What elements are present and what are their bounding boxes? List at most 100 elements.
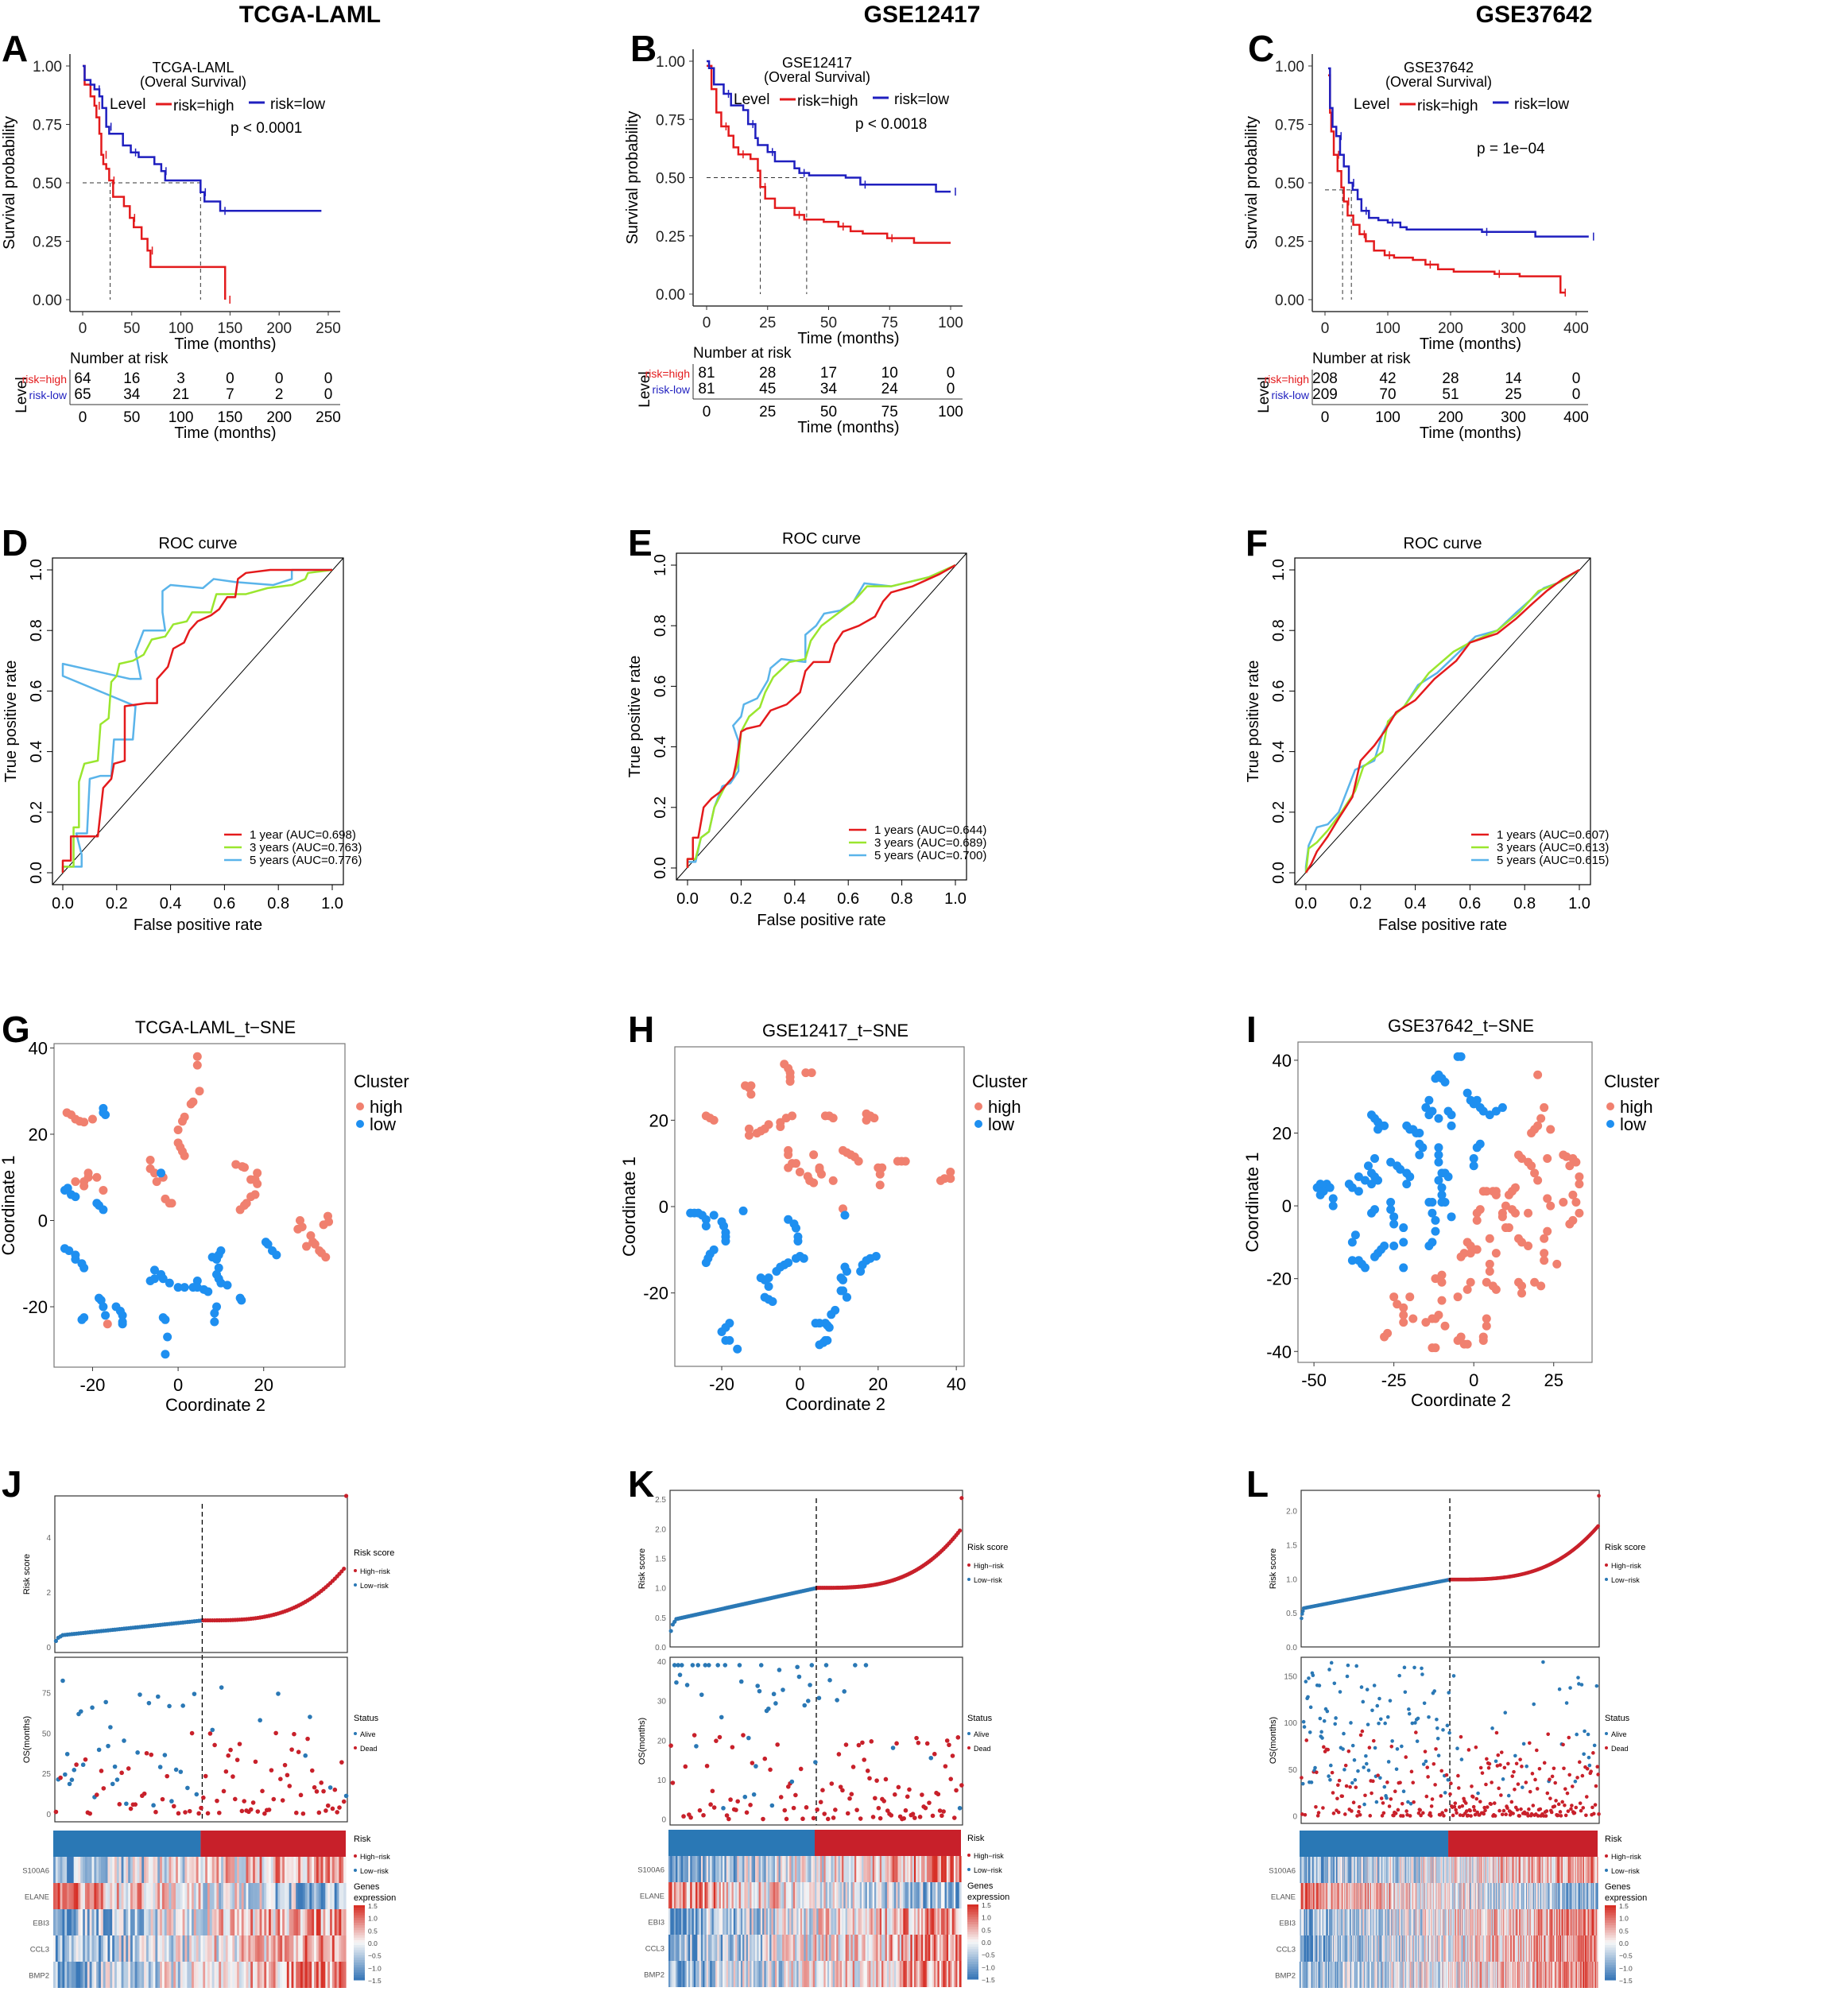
heatmap-cell: [1539, 1883, 1540, 1909]
heatmap-cell: [182, 1883, 186, 1909]
heatmap-cell: [248, 1883, 251, 1909]
risk-table-ylabel: Level: [637, 371, 653, 407]
heatmap-cell: [1452, 1883, 1454, 1909]
x-tick-label: -25: [1381, 1370, 1407, 1390]
heatmap-cell: [676, 1935, 678, 1961]
heatmap-cell: [80, 1935, 83, 1962]
tsne-point-high: [1399, 1303, 1408, 1312]
heatmap-cell: [1536, 1857, 1538, 1883]
heatmap-cell: [707, 1908, 711, 1935]
colorbar-segment: [354, 1935, 365, 1939]
heatmap-cell: [780, 1882, 783, 1908]
heatmap-cell: [735, 1856, 738, 1882]
heatmap-cell: [951, 1961, 955, 1987]
heatmap-cell: [1434, 1909, 1435, 1935]
column-title-tcga: TCGA-LAML: [238, 2, 382, 28]
status-point-dead: [735, 1799, 740, 1804]
heatmap-cell: [773, 1935, 776, 1961]
roc-curve-5-years: [61, 568, 332, 873]
y-tick-label: 0.4: [652, 736, 669, 758]
heatmap-cell: [1466, 1883, 1468, 1909]
heatmap-cell: [791, 1908, 794, 1935]
heatmap-cell: [1521, 1857, 1523, 1883]
heatmap-cell: [737, 1961, 740, 1987]
heatmap-cell: [1402, 1857, 1404, 1883]
heatmap-cell: [248, 1962, 251, 1988]
heatmap-cell: [1542, 1883, 1544, 1909]
y-tick-label: -20: [22, 1297, 48, 1317]
heatmap-cell: [160, 1909, 163, 1935]
tsne-point-high: [1540, 1234, 1549, 1243]
status-point-dead: [1563, 1787, 1567, 1791]
status-point-dead: [1469, 1814, 1473, 1818]
status-point-dead: [1483, 1808, 1487, 1813]
heatmap-cell: [331, 1883, 335, 1909]
heatmap-cell: [765, 1961, 769, 1987]
status-point-dead: [1544, 1814, 1548, 1818]
heatmap-cell: [1506, 1857, 1509, 1883]
heatmap-cell: [1490, 1857, 1492, 1883]
heatmap-cell: [787, 1935, 790, 1961]
tsne-point-low: [203, 1287, 213, 1296]
heatmap-cell: [1390, 1909, 1392, 1935]
status-point-dead: [1449, 1781, 1453, 1786]
heatmap-cell: [1531, 1857, 1532, 1883]
status-point-dead: [1535, 1787, 1540, 1791]
status-point-dead: [341, 1799, 347, 1804]
status-point-dead: [1544, 1809, 1549, 1813]
status-point-dead: [1350, 1809, 1354, 1813]
heatmap-cell: [189, 1883, 192, 1909]
heatmap-cell: [1331, 1883, 1333, 1909]
status-point-alive: [694, 1744, 699, 1749]
heatmap-cell: [879, 1961, 882, 1987]
heatmap-cell: [1303, 1909, 1304, 1935]
tsne-point-high: [145, 1156, 155, 1165]
heatmap-cell: [214, 1962, 217, 1988]
status-point-dead: [782, 1807, 788, 1813]
heatmap-cell: [1397, 1883, 1399, 1909]
heatmap-cell: [1346, 1857, 1348, 1883]
heatmap-cell: [677, 1882, 680, 1908]
risk-y-tick-label: 1.0: [1286, 1575, 1297, 1584]
status-point-alive: [1394, 1767, 1399, 1772]
heatmap-cell: [1356, 1909, 1358, 1935]
risk-table-ylabel: Level: [14, 377, 30, 413]
heatmap-cell: [1434, 1883, 1435, 1909]
status-point-dead: [1331, 1791, 1335, 1795]
heatmap-cell: [205, 1857, 208, 1883]
status-point-dead: [856, 1742, 862, 1748]
heatmap-cell: [849, 1935, 852, 1961]
heatmap-cell: [1439, 1857, 1441, 1883]
status-point-dead: [255, 1809, 261, 1814]
tsne-point-low: [701, 1258, 711, 1268]
heatmap-cell: [1395, 1909, 1397, 1935]
colorbar-segment: [354, 1959, 365, 1963]
x-tick-label: 100: [1375, 320, 1401, 337]
heatmap-cell: [865, 1908, 868, 1935]
heatmap-cell: [1326, 1883, 1327, 1909]
heatmap-cell: [1410, 1883, 1412, 1909]
heatmap-cell: [264, 1962, 267, 1988]
heatmap-cell: [227, 1962, 231, 1988]
status-point-dead: [1520, 1765, 1524, 1769]
heatmap-cell: [941, 1908, 943, 1935]
heatmap-cell: [913, 1856, 916, 1882]
heatmap-cell: [1386, 1857, 1389, 1883]
heatmap-cell: [1363, 1883, 1366, 1909]
heatmap-gene-label: S100A6: [1269, 1867, 1296, 1876]
heatmap-cell: [123, 1935, 126, 1962]
heatmap-cell: [227, 1857, 231, 1883]
heatmap-cell: [1341, 1883, 1342, 1909]
heatmap-cell: [1583, 1883, 1586, 1909]
status-legend-dot: [1605, 1732, 1608, 1735]
tsne-point-high: [828, 1114, 838, 1123]
colorbar-segment: [967, 1966, 978, 1970]
heatmap-cell: [746, 1961, 749, 1987]
heatmap-cell: [683, 1961, 686, 1987]
heatmap-cell: [847, 1856, 850, 1882]
heatmap-cell: [284, 1857, 288, 1883]
heatmap-cell: [55, 1909, 59, 1935]
status-point-dead: [1357, 1804, 1362, 1809]
heatmap-cell: [139, 1909, 142, 1935]
tsne-point-low: [1491, 1106, 1501, 1116]
